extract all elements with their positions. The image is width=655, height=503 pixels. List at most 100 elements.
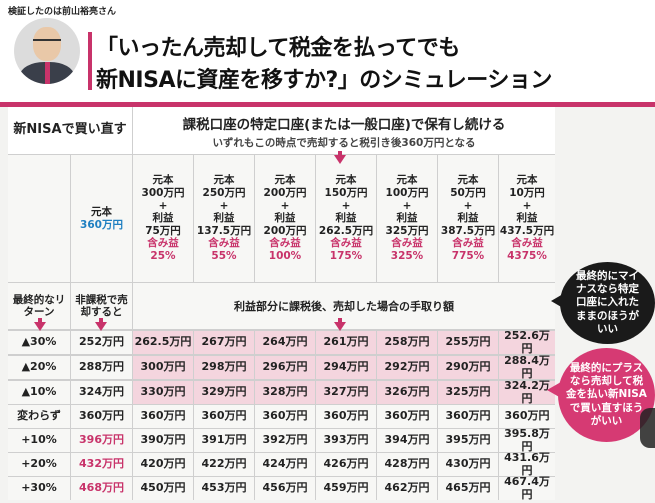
composition-profit-label: 利益 [457, 212, 479, 225]
composition-profit: 200万円 [263, 224, 307, 237]
taxable-value-cell: 391万円 [194, 429, 254, 452]
composition-principal: 300万円 [141, 187, 185, 200]
taxable-column-header: 課税口座の特定口座(または一般口座)で保有し続ける いずれもこの時点で売却すると… [133, 107, 555, 154]
taxable-value-cell: 324.2万円 [499, 379, 555, 404]
taxable-value-cell: 430万円 [438, 453, 498, 476]
taxable-value-cell: 325万円 [438, 381, 498, 404]
nisa-value-cell: 432万円 [71, 453, 132, 476]
composition-principal-label: 元本 [213, 174, 235, 187]
taxable-value-cell: 456万円 [255, 477, 315, 500]
nisa-value-cell: 468万円 [71, 477, 132, 500]
taxable-value-cell: 459万円 [316, 477, 376, 500]
taxable-value-cell: 329万円 [194, 381, 254, 404]
composition-principal: 150万円 [324, 187, 368, 200]
composition-profit: 262.5万円 [318, 224, 374, 237]
composition-principal: 50万円 [450, 187, 486, 200]
composition-gain-label: 含み益 [330, 237, 362, 250]
taxable-value-cell: 328万円 [255, 381, 315, 404]
composition-plus1: + [280, 199, 290, 212]
composition-profit: 387.5万円 [440, 224, 496, 237]
composition-profit-label: 利益 [213, 212, 235, 225]
taxable-value-cell: 395万円 [438, 429, 498, 452]
composition-profit-label: 利益 [335, 212, 357, 225]
nisa-value-cell: 252万円 [71, 331, 132, 354]
tax-note: 利益部分に課税後、売却した場合の手取り額 [133, 283, 555, 329]
page-title-line1: 「いったん売却して税金を払ってでも [96, 36, 460, 61]
taxable-value-cell: 267万円 [194, 331, 254, 354]
composition-plus1: + [158, 199, 168, 212]
composition-profit: 437.5万円 [499, 224, 555, 237]
composition-principal-label: 元本 [516, 174, 538, 187]
arrow-down-return-stem [38, 318, 42, 322]
callout-plus: 最終的にプラスなら売却して税金を払い新NISAで買い直すほうがいい [558, 348, 655, 442]
callout-plus-text: 最終的にプラスなら売却して税金を払い新NISAで買い直すほうがいい [566, 362, 647, 427]
taxable-value-cell: 296万円 [255, 356, 315, 379]
composition-gain: 775% [451, 249, 485, 262]
composition-principal: 200万円 [263, 187, 307, 200]
taxable-value-cell: 327万円 [316, 381, 376, 404]
taxable-value-cell: 393万円 [316, 429, 376, 452]
composition-gain-label: 含み益 [511, 237, 543, 250]
composition-profit: 325万円 [385, 224, 429, 237]
return-cell: ▲10% [8, 381, 70, 404]
taxable-value-cell: 252.6万円 [499, 329, 555, 354]
taxable-value-cell: 261万円 [316, 331, 376, 354]
page-title-line2: 新NISAに資産を移すか?」のシミュレーション [96, 68, 552, 93]
arrow-down-return-icon [34, 322, 46, 331]
bubble-pink-tail [547, 382, 561, 398]
taxable-value-cell: 360万円 [194, 405, 254, 428]
taxable-value-cell: 465万円 [438, 477, 498, 500]
arrow-down-taxfree-icon [95, 322, 107, 331]
taxable-value-cell: 300万円 [133, 356, 193, 379]
composition-plus1: + [522, 199, 532, 212]
taxable-value-cell: 255万円 [438, 331, 498, 354]
composition-gain: 175% [329, 249, 363, 262]
nisa-principal-value: 360万円 [80, 218, 123, 231]
arrow-down-composition-stem [338, 151, 342, 155]
nisa-column-header: 新NISAで買い直す [8, 107, 132, 154]
composition-principal: 10万円 [509, 187, 545, 200]
taxable-value-cell: 360万円 [133, 405, 193, 428]
taxable-value-cell: 431.6万円 [499, 451, 555, 476]
composition-plus1: + [463, 199, 473, 212]
return-cell: +30% [8, 477, 70, 500]
taxable-value-cell: 298万円 [194, 356, 254, 379]
return-cell: ▲30% [8, 331, 70, 354]
taxable-value-cell: 467.4万円 [499, 475, 555, 500]
composition-cell: 元本 250万円 + 利益 137.5万円 含み益 55% [194, 155, 254, 282]
composition-plus1: + [402, 199, 412, 212]
composition-gain-label: 含み益 [269, 237, 301, 250]
composition-gain-label: 含み益 [147, 237, 179, 250]
composition-gain: 325% [390, 249, 424, 262]
taxable-value-cell: 360万円 [438, 405, 498, 428]
taxable-value-cell: 258万円 [377, 331, 437, 354]
taxable-value-cell: 360万円 [377, 405, 437, 428]
return-cell: 変わらず [8, 405, 70, 428]
composition-cell: 元本 200万円 + 利益 200万円 含み益 100% [255, 155, 315, 282]
arrow-down-taxfree-stem [99, 318, 103, 322]
title-accent-bar [88, 32, 92, 90]
header-area: 検証したのは前山裕亮さん 「いったん売却して税金を払ってでも 新NISAに資産を… [0, 0, 655, 103]
nisa-value-cell: 396万円 [71, 429, 132, 452]
edge-shadow [640, 408, 655, 448]
composition-gain: 4375% [507, 249, 547, 262]
taxable-value-cell: 360万円 [316, 405, 376, 428]
composition-gain-label: 含み益 [452, 237, 484, 250]
taxable-value-cell: 424万円 [255, 453, 315, 476]
taxable-value-cell: 426万円 [316, 453, 376, 476]
taxable-value-cell: 462万円 [377, 477, 437, 500]
taxable-value-cell: 422万円 [194, 453, 254, 476]
nisa-principal-label: 元本 [91, 205, 112, 218]
return-cell: +10% [8, 429, 70, 452]
composition-profit-label: 利益 [274, 212, 296, 225]
composition-cell: 元本 10万円 + 利益 437.5万円 含み益 4375% [499, 155, 555, 282]
composition-principal-label: 元本 [396, 174, 418, 187]
composition-profit: 137.5万円 [196, 224, 252, 237]
taxable-value-cell: 288.4万円 [499, 354, 555, 379]
composition-cell: 元本 300万円 + 利益 75万円 含み益 25% [133, 155, 193, 282]
nisa-value-cell: 288万円 [71, 356, 132, 379]
composition-principal-label: 元本 [152, 174, 174, 187]
taxable-header-note: いずれもこの時点で売却すると税引き後360万円となる [212, 137, 476, 149]
taxable-value-cell: 428万円 [377, 453, 437, 476]
taxable-header-title: 課税口座の特定口座(または一般口座)で保有し続ける [182, 117, 506, 133]
